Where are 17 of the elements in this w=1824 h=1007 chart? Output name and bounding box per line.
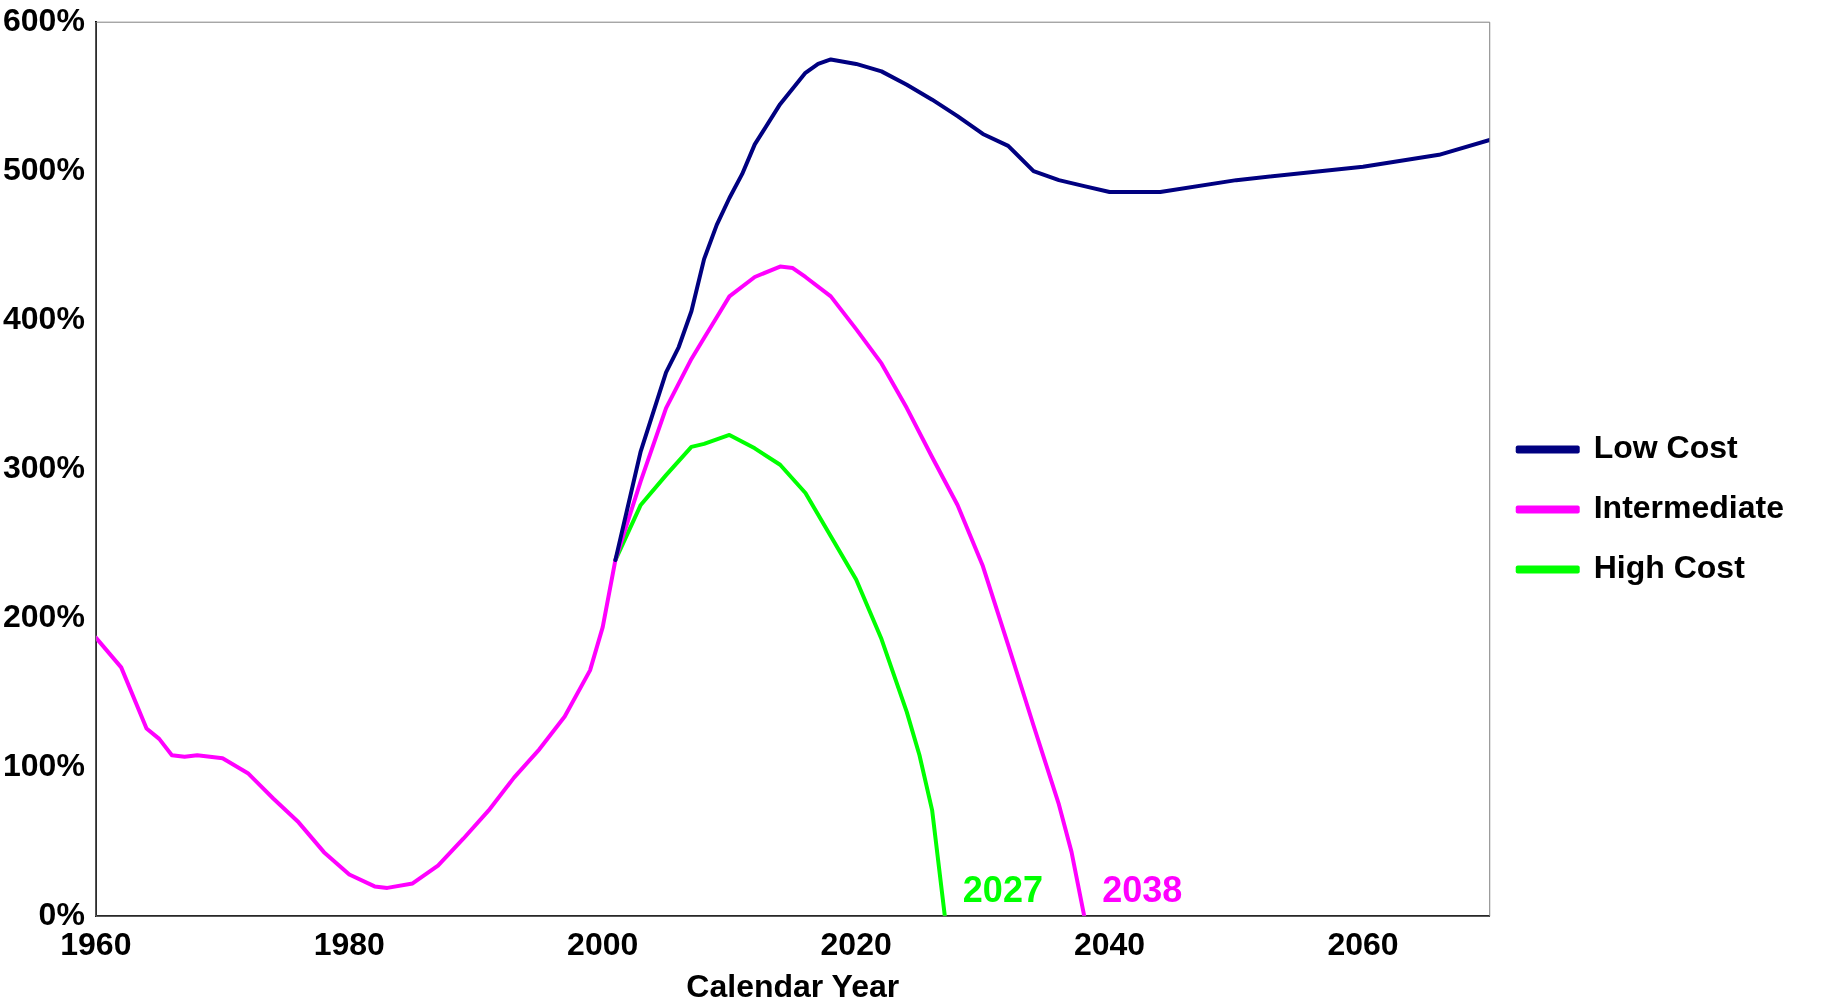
y-tick-label: 500% xyxy=(3,151,85,188)
annotation: 2027 xyxy=(962,869,1043,911)
y-tick-label: 600% xyxy=(3,2,85,39)
x-axis-title: Calendar Year xyxy=(686,967,900,1004)
x-tick-label: 2040 xyxy=(1073,926,1146,963)
legend-label: High Cost xyxy=(1593,549,1746,586)
y-tick-label: 300% xyxy=(3,449,85,486)
y-tick-label: 100% xyxy=(3,747,85,784)
y-tick-label: 400% xyxy=(3,300,85,337)
x-tick-label: 2060 xyxy=(1327,926,1399,963)
legend-label: Low Cost xyxy=(1593,429,1739,466)
y-tick-label: 200% xyxy=(3,598,85,635)
x-tick-label: 2020 xyxy=(820,926,892,963)
x-tick-label: 2000 xyxy=(567,926,639,963)
x-tick-label: 1980 xyxy=(313,926,385,963)
legend-label: Intermediate xyxy=(1593,489,1784,526)
annotation: 2038 xyxy=(1102,869,1183,911)
